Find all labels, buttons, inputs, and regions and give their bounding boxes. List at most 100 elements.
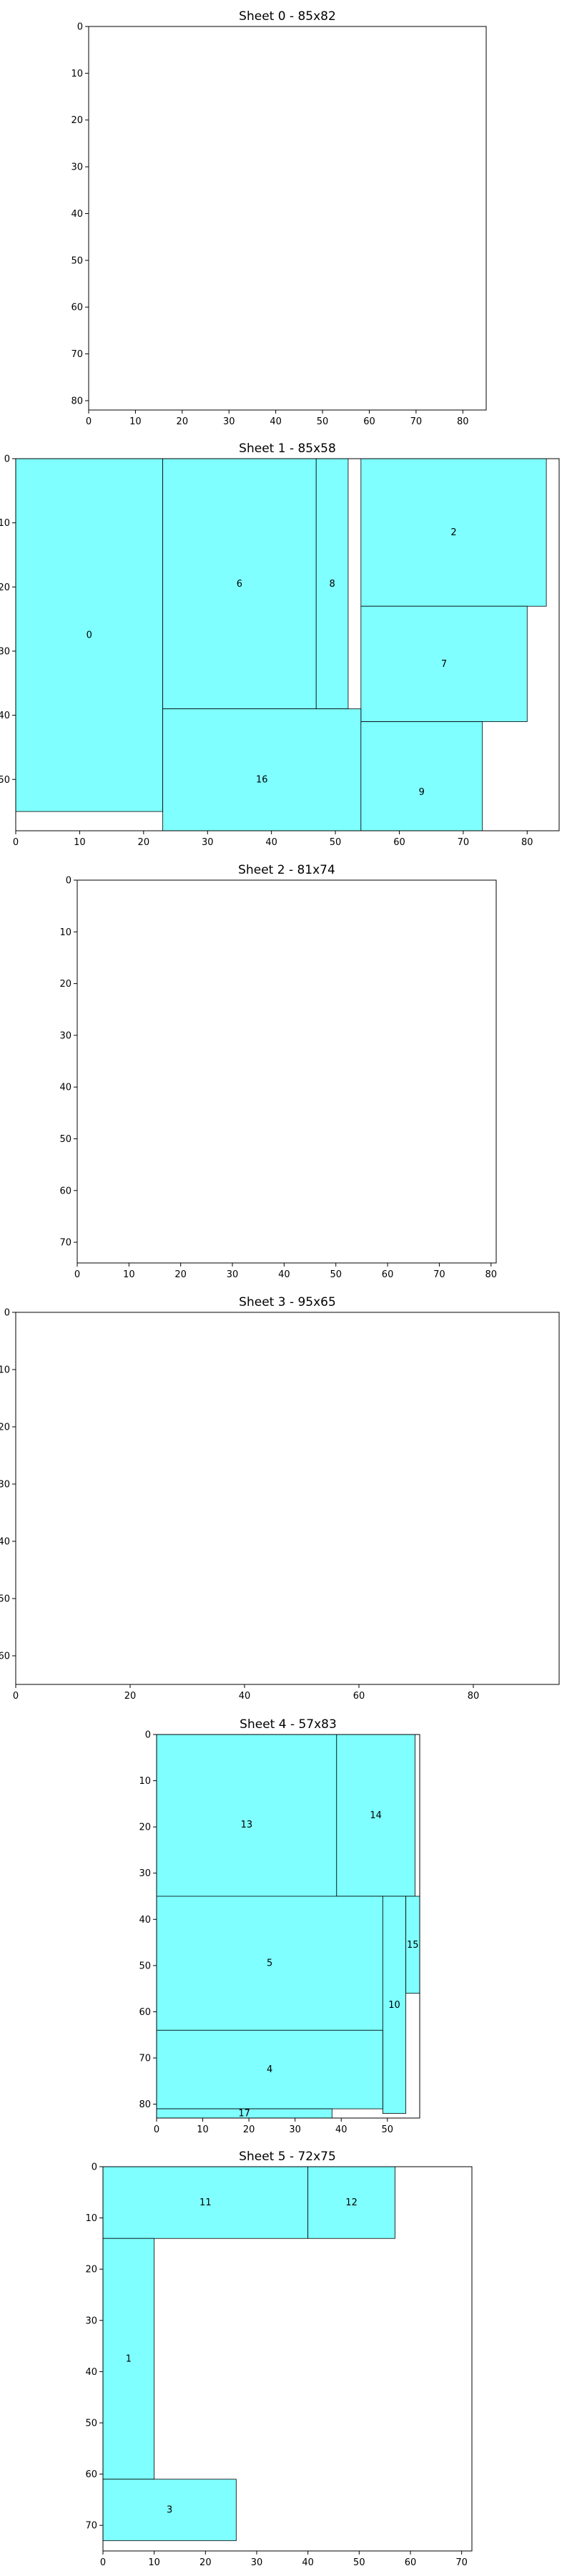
y-tick-label: 40 <box>0 711 10 721</box>
y-tick-label: 20 <box>71 115 83 126</box>
y-tick-label: 30 <box>0 1480 10 1491</box>
y-tick-label: 50 <box>59 1134 72 1145</box>
piece-rect <box>16 459 164 812</box>
piece-rect <box>307 2167 395 2239</box>
y-tick-label: 50 <box>0 775 10 786</box>
y-tick-label: 70 <box>85 2521 97 2532</box>
piece-label: 2 <box>450 527 456 538</box>
y-tick-label: 30 <box>85 2316 97 2326</box>
y-tick-label: 20 <box>0 1423 10 1433</box>
piece-rect <box>405 1896 420 1994</box>
piece-rect <box>157 2029 383 2109</box>
piece-rect <box>103 2238 155 2480</box>
y-tick-label: 50 <box>85 2419 97 2429</box>
y-tick-label: 0 <box>4 454 10 465</box>
x-tick-label: 10 <box>123 1269 135 1280</box>
piece-rect <box>162 708 362 831</box>
y-tick-label: 20 <box>85 2265 97 2275</box>
y-tick-label: 50 <box>139 1961 151 1971</box>
x-tick-label: 80 <box>468 1691 480 1702</box>
axes-frame <box>15 1312 560 1685</box>
y-tick-label: 10 <box>85 2213 97 2224</box>
y-tick-label: 30 <box>139 1868 151 1879</box>
x-tick-label: 30 <box>251 2557 263 2568</box>
y-tick-label: 70 <box>59 1238 72 1249</box>
pieces-group <box>157 1735 420 2118</box>
x-tick-label: 0 <box>100 2557 106 2568</box>
sheet-title: Sheet 4 - 57x83 <box>240 1717 337 1732</box>
axes-frame <box>15 458 560 831</box>
y-tick-label: 80 <box>139 2099 151 2110</box>
axes-frame <box>77 879 497 1264</box>
y-tick-label: 40 <box>71 209 83 220</box>
axes-frame <box>88 26 487 411</box>
sheet-title: Sheet 3 - 95x65 <box>239 1295 336 1309</box>
y-tick-label: 60 <box>85 2469 97 2480</box>
y-tick-label: 10 <box>71 69 83 79</box>
y-tick-label: 40 <box>85 2367 97 2378</box>
x-tick-label: 50 <box>317 416 329 427</box>
piece-label: 13 <box>241 1820 253 1830</box>
x-tick-label: 10 <box>129 416 142 427</box>
piece-label: 16 <box>256 774 268 785</box>
sheet-title: Sheet 2 - 81x74 <box>238 863 335 877</box>
piece-label: 14 <box>370 1810 382 1821</box>
x-tick-label: 70 <box>433 1269 445 1280</box>
x-tick-label: 0 <box>154 2124 159 2135</box>
y-tick-label: 0 <box>4 1308 10 1319</box>
x-tick-label: 40 <box>239 1691 251 1702</box>
x-tick-label: 10 <box>148 2557 160 2568</box>
x-tick-label: 40 <box>302 2557 314 2568</box>
y-tick-label: 40 <box>59 1083 72 1093</box>
y-tick-label: 20 <box>59 979 72 990</box>
piece-rect <box>360 721 483 831</box>
x-tick-label: 80 <box>457 416 469 427</box>
piece-label: 5 <box>267 1958 272 1969</box>
y-tick-label: 40 <box>139 1915 151 1926</box>
piece-rect <box>315 459 349 710</box>
x-tick-label: 80 <box>521 837 533 848</box>
sheet-plot-3: Sheet 3 - 95x65 0 20 40 60 80 0 10 20 30 40 50 60 <box>0 1295 560 1702</box>
y-tick-label: 10 <box>0 1365 10 1376</box>
y-tick-label: 10 <box>0 518 10 529</box>
x-tick-label: 20 <box>124 1691 137 1702</box>
sheet-title: Sheet 1 - 85x58 <box>239 441 336 456</box>
sheet-plot-2: Sheet 2 - 81x74 0 10 20 30 40 50 60 70 80 0 10 20 30 4… <box>59 863 497 1280</box>
x-tick-label: 50 <box>330 837 342 848</box>
y-tick-label: 0 <box>92 2162 97 2173</box>
piece-rect <box>336 1735 415 1897</box>
piece-label: 9 <box>419 787 425 798</box>
pieces-group <box>103 2167 395 2542</box>
y-tick-label: 20 <box>0 582 10 593</box>
piece-rect <box>162 459 317 710</box>
x-tick-label: 30 <box>227 1269 239 1280</box>
y-tick-label: 70 <box>139 2054 151 2064</box>
y-tick-label: 30 <box>0 646 10 657</box>
y-tick-label: 50 <box>71 255 83 266</box>
x-tick-label: 30 <box>223 416 235 427</box>
x-tick-label: 20 <box>199 2557 212 2568</box>
sheet-title: Sheet 0 - 85x82 <box>239 9 336 24</box>
y-tick-label: 80 <box>71 396 83 406</box>
x-tick-label: 60 <box>405 2557 417 2568</box>
piece-label: 4 <box>267 2064 272 2075</box>
x-tick-label: 20 <box>138 837 150 848</box>
x-tick-label: 10 <box>74 837 86 848</box>
y-tick-label: 60 <box>0 1652 10 1662</box>
sheet-plot-1: Sheet 1 - 85x58 0 6 8 2 7 16 9 0 10 20 30 40 50 60 70 80… <box>0 441 560 848</box>
x-tick-label: 40 <box>335 2124 347 2135</box>
piece-rect <box>103 2167 309 2239</box>
x-tick-label: 20 <box>177 416 189 427</box>
piece-label: 7 <box>441 659 447 670</box>
piece-label: 12 <box>345 2197 358 2208</box>
x-tick-label: 40 <box>265 837 277 848</box>
pieces-group <box>16 459 547 831</box>
y-tick-label: 70 <box>71 349 83 360</box>
x-tick-label: 0 <box>86 416 92 427</box>
x-tick-label: 50 <box>330 1269 342 1280</box>
piece-label: 17 <box>238 2109 250 2119</box>
x-tick-label: 40 <box>278 1269 290 1280</box>
piece-label: 11 <box>199 2197 212 2208</box>
y-tick-label: 0 <box>66 876 72 887</box>
